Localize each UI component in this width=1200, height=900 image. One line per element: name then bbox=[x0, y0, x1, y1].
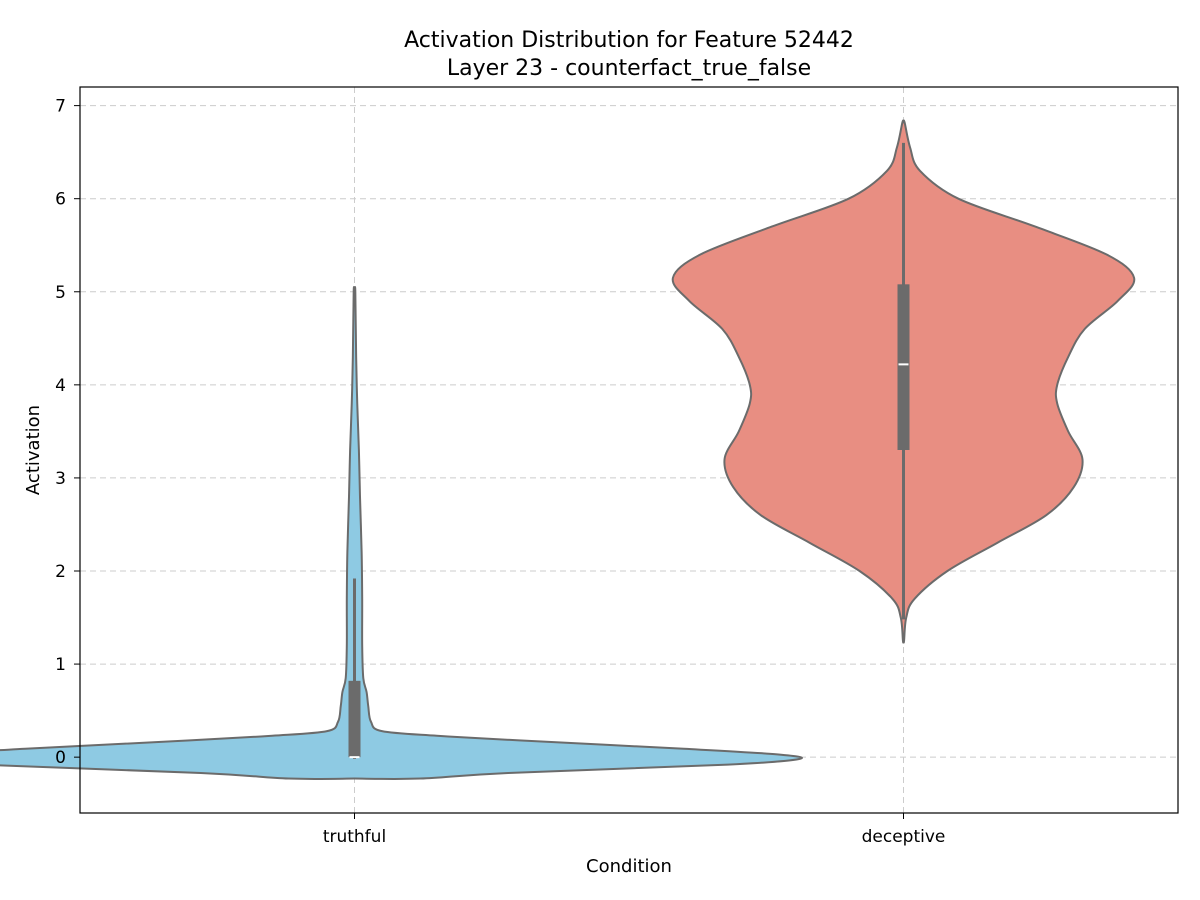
iqr-box-deceptive bbox=[897, 284, 910, 450]
y-tick-label: 1 bbox=[55, 655, 66, 675]
plot-frame bbox=[79, 86, 1179, 814]
x-axis-label: Condition bbox=[586, 856, 672, 877]
violin-truthful bbox=[0, 285, 803, 780]
y-tick-label: 5 bbox=[55, 283, 66, 303]
iqr-box-truthful bbox=[348, 680, 361, 758]
y-tick-label: 2 bbox=[55, 562, 66, 582]
y-tick-label: 3 bbox=[55, 469, 66, 489]
x-tick-label-truthful: truthful bbox=[323, 827, 386, 847]
y-tick-label: 0 bbox=[55, 748, 66, 768]
axis-ticks: 0 1 2 3 4 5 6 7 truthful deceptive bbox=[55, 97, 945, 847]
y-axis-label: Activation bbox=[23, 405, 44, 495]
chart-subtitle: Layer 23 - counterfact_true_false bbox=[447, 56, 811, 81]
violins bbox=[0, 119, 1136, 780]
x-tick-label-deceptive: deceptive bbox=[862, 827, 946, 847]
y-tick-label: 7 bbox=[55, 97, 66, 117]
y-tick-label: 6 bbox=[55, 190, 66, 210]
y-tick-label: 4 bbox=[55, 376, 66, 396]
chart-title: Activation Distribution for Feature 5244… bbox=[404, 28, 854, 53]
